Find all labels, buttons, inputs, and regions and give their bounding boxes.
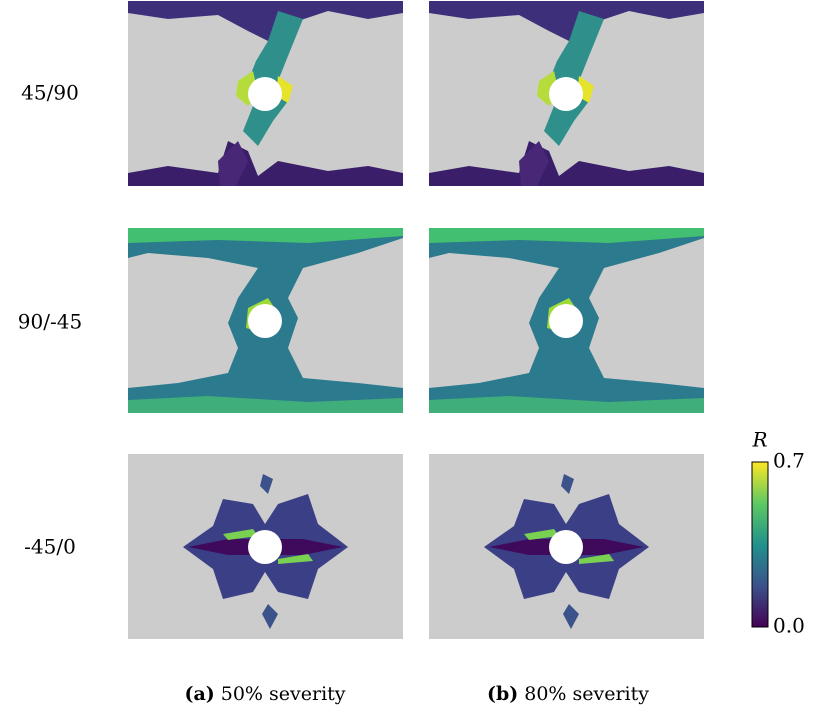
- row-label: 45/90: [21, 81, 79, 105]
- damage-map: [429, 454, 704, 639]
- caption: (b) 80% severity: [487, 683, 649, 705]
- colorbar-tick-label: 0.7: [773, 449, 805, 473]
- colorbar: [751, 461, 769, 628]
- caption-tag: (b): [487, 683, 518, 705]
- row-label: 90/-45: [18, 310, 82, 334]
- damage-map: [429, 228, 704, 413]
- damage-map: [429, 1, 704, 186]
- caption: (a) 50% severity: [184, 683, 345, 705]
- damage-map: [128, 1, 403, 186]
- damage-map: [128, 228, 403, 413]
- damage-map: [128, 454, 403, 639]
- row-label: -45/0: [24, 535, 76, 559]
- caption-text: 80% severity: [524, 683, 649, 705]
- colorbar-label: R: [751, 428, 767, 452]
- caption-tag: (a): [184, 683, 214, 705]
- caption-text: 50% severity: [221, 683, 346, 705]
- colorbar-tick-label: 0.0: [773, 614, 805, 638]
